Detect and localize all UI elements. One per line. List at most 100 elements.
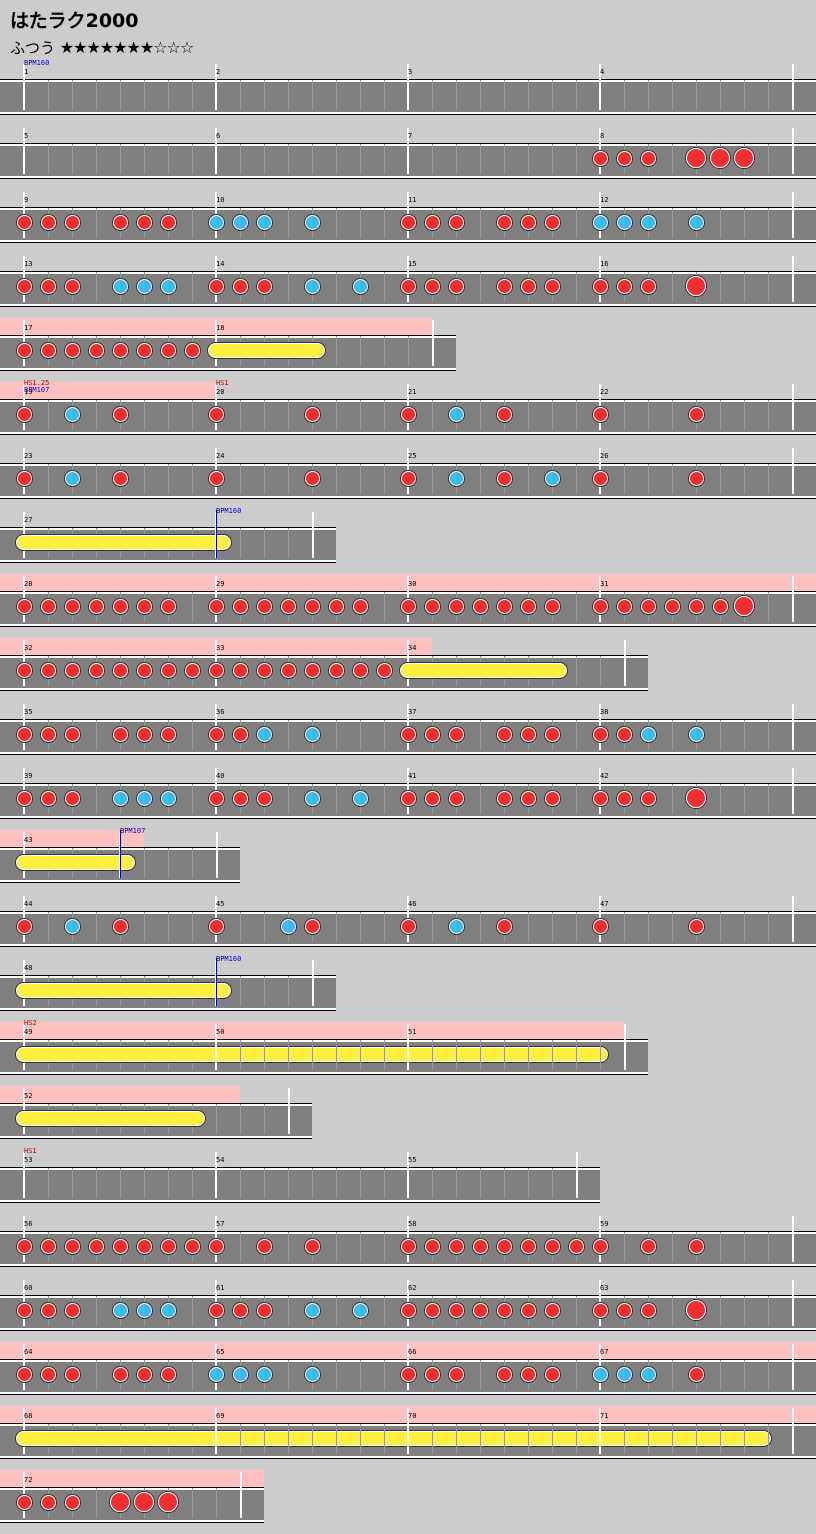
chart-row: 68 69 70 71 bbox=[0, 1406, 816, 1470]
beat-line bbox=[336, 464, 337, 494]
beat-line bbox=[240, 464, 241, 494]
beat-line bbox=[120, 1168, 121, 1198]
don-note bbox=[232, 1303, 248, 1318]
ka-note bbox=[304, 791, 320, 806]
scroll-speed-label: HS1.25 bbox=[24, 379, 50, 387]
don-note bbox=[16, 279, 32, 294]
measure-number: 62 bbox=[408, 1284, 417, 1292]
beat-line bbox=[480, 720, 481, 750]
ka-note bbox=[136, 279, 152, 294]
don-note bbox=[400, 215, 416, 230]
ka-note bbox=[448, 407, 464, 422]
don-note bbox=[688, 599, 704, 614]
bar-line bbox=[216, 832, 218, 878]
beat-line bbox=[552, 144, 553, 174]
beat-line bbox=[336, 1424, 337, 1454]
don-note bbox=[520, 215, 536, 230]
beat-line bbox=[96, 1296, 97, 1326]
don-note bbox=[64, 279, 80, 294]
beat-line bbox=[288, 720, 289, 750]
ka-note bbox=[232, 215, 248, 230]
beat-line bbox=[240, 144, 241, 174]
don-note bbox=[448, 1239, 464, 1254]
measure-number: 28 bbox=[24, 580, 33, 588]
beat-line bbox=[336, 80, 337, 110]
big-don-note bbox=[110, 1492, 130, 1512]
don-note bbox=[136, 215, 152, 230]
beat-line bbox=[744, 400, 745, 430]
don-note bbox=[688, 1239, 704, 1254]
beat-line bbox=[96, 208, 97, 238]
beat-line bbox=[96, 1168, 97, 1198]
ka-note bbox=[256, 215, 272, 230]
beat-line bbox=[672, 464, 673, 494]
chart-row: 44 45 46 47 bbox=[0, 894, 816, 958]
chart-row: 60 61 62 63 bbox=[0, 1278, 816, 1342]
don-note bbox=[712, 599, 728, 614]
beat-line bbox=[480, 272, 481, 302]
beat-line bbox=[768, 1296, 769, 1326]
big-don-note bbox=[710, 148, 730, 168]
beat-line bbox=[744, 1360, 745, 1390]
don-note bbox=[544, 215, 560, 230]
measure-number: 46 bbox=[408, 900, 417, 908]
bar-line bbox=[792, 128, 794, 174]
beat-line bbox=[384, 720, 385, 750]
don-note bbox=[616, 727, 632, 742]
don-note bbox=[112, 471, 128, 486]
chart-row: 64 65 66 67 bbox=[0, 1342, 816, 1406]
ka-note bbox=[640, 1367, 656, 1382]
beat-line bbox=[720, 80, 721, 110]
beat-line bbox=[312, 1040, 313, 1070]
chart-row: 19 HS1.25 BPM107 20 HS1 21 22 bbox=[0, 379, 816, 446]
don-note bbox=[376, 663, 392, 678]
beat-line bbox=[360, 400, 361, 430]
beat-line bbox=[552, 400, 553, 430]
measure-number: 32 bbox=[24, 644, 33, 652]
beat-line bbox=[288, 80, 289, 110]
don-note bbox=[136, 727, 152, 742]
beat-line bbox=[672, 400, 673, 430]
beat-line bbox=[360, 208, 361, 238]
don-note bbox=[592, 471, 608, 486]
beat-line bbox=[744, 912, 745, 942]
beat-line bbox=[336, 144, 337, 174]
beat-line bbox=[336, 1360, 337, 1390]
beat-line bbox=[624, 1232, 625, 1262]
beat-line bbox=[96, 912, 97, 942]
don-note bbox=[160, 663, 176, 678]
beat-line bbox=[96, 1488, 97, 1518]
beat-line bbox=[192, 1488, 193, 1518]
big-don-note bbox=[686, 276, 706, 296]
beat-line bbox=[720, 720, 721, 750]
beat-line bbox=[240, 400, 241, 430]
bpm-marker bbox=[216, 958, 217, 1006]
beat-line bbox=[384, 80, 385, 110]
don-note bbox=[184, 343, 200, 358]
beat-line bbox=[624, 400, 625, 430]
don-note bbox=[688, 1367, 704, 1382]
measure-number: 59 bbox=[600, 1220, 609, 1228]
beat-line bbox=[48, 144, 49, 174]
don-note bbox=[424, 279, 440, 294]
big-don-note bbox=[686, 1300, 706, 1320]
don-note bbox=[328, 599, 344, 614]
don-note bbox=[136, 1239, 152, 1254]
beat-line bbox=[384, 144, 385, 174]
measure-number: 33 bbox=[216, 644, 225, 652]
beat-line bbox=[672, 1232, 673, 1262]
beat-line bbox=[336, 272, 337, 302]
ka-note bbox=[304, 215, 320, 230]
don-note bbox=[208, 791, 224, 806]
don-note bbox=[496, 279, 512, 294]
beat-line bbox=[192, 1296, 193, 1326]
don-note bbox=[208, 727, 224, 742]
gogo-section bbox=[0, 382, 216, 399]
measure-number: 17 bbox=[24, 324, 33, 332]
beat-line bbox=[360, 80, 361, 110]
don-note bbox=[64, 215, 80, 230]
ka-note bbox=[592, 1367, 608, 1382]
don-note bbox=[496, 919, 512, 934]
beat-line bbox=[504, 144, 505, 174]
beat-line bbox=[384, 1168, 385, 1198]
